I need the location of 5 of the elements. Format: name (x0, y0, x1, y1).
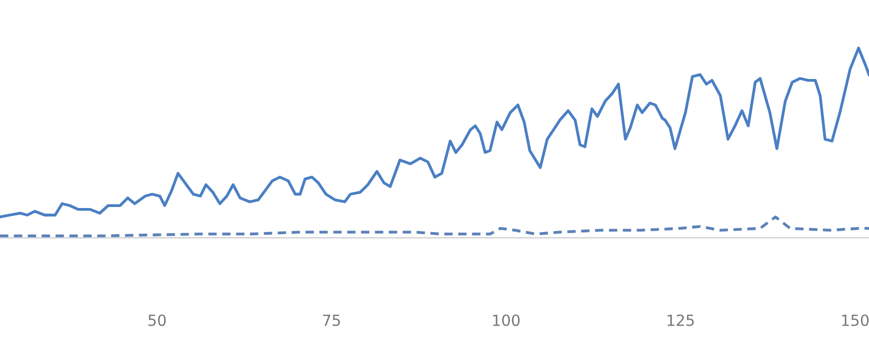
x-tick-label: 100 (493, 314, 520, 326)
x-tick-label: 50 (148, 314, 166, 326)
x-tick-label: 125 (668, 314, 694, 326)
x-tick-label: 150 (842, 314, 869, 326)
x-tick-label: 75 (323, 314, 340, 326)
